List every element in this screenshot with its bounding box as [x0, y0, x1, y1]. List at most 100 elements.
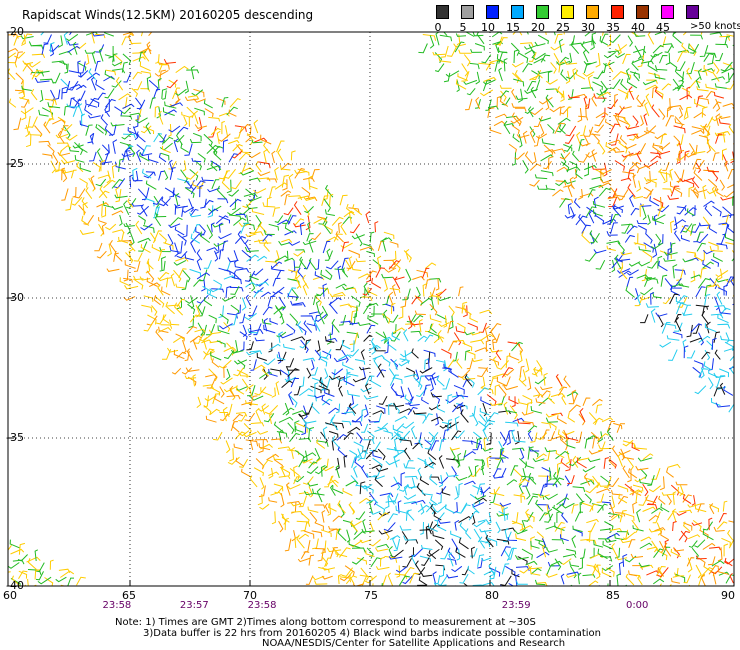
wind-barb [341, 420, 352, 426]
wind-barb [579, 407, 586, 422]
wind-barb [525, 508, 531, 521]
wind-barb [374, 476, 383, 488]
wind-barb [555, 450, 565, 459]
wind-barb [314, 271, 323, 279]
wind-barb [701, 106, 708, 118]
wind-barb [234, 359, 248, 365]
wind-barb [20, 34, 26, 46]
wind-barb [258, 239, 272, 244]
wind-barb [518, 483, 524, 495]
wind-barb [158, 110, 164, 125]
wind-barb [211, 179, 220, 190]
wind-barb [544, 483, 558, 488]
lon-label: 85 [606, 589, 620, 602]
wind-barb [293, 476, 302, 485]
wind-barb [652, 291, 662, 299]
wind-barb [172, 190, 181, 198]
wind-barb [364, 575, 378, 584]
wind-barb [712, 571, 717, 585]
wind-barb [703, 123, 711, 136]
wind-barb [571, 150, 579, 162]
wind-barb [421, 489, 434, 496]
wind-barb [365, 270, 377, 280]
wind-barb [556, 511, 561, 523]
wind-barb [308, 554, 315, 566]
wind-barb [651, 507, 663, 514]
wind-barb [250, 422, 265, 427]
wind-barb [417, 584, 427, 586]
wind-barb [201, 176, 214, 182]
wind-barb [210, 222, 215, 233]
wind-barb [347, 390, 360, 397]
wind-barb [314, 522, 324, 531]
wind-barb [578, 558, 583, 570]
wind-barb [154, 105, 159, 118]
wind-barb [28, 131, 43, 136]
wind-barb [617, 241, 625, 254]
wind-barb [288, 241, 301, 246]
wind-barb [160, 324, 173, 329]
wind-barb [182, 206, 195, 214]
wind-barb [346, 529, 351, 543]
wind-barb [462, 342, 473, 351]
wind-barb [303, 540, 311, 553]
wind-barb [717, 287, 727, 296]
wind-barb [546, 548, 558, 553]
wind-barb [716, 233, 726, 245]
wind-barb [474, 465, 479, 477]
wind-barb [380, 336, 393, 342]
wind-barb [369, 539, 381, 547]
wind-barb [636, 180, 642, 192]
wind-barb [432, 530, 445, 540]
wind-barb [534, 579, 546, 586]
wind-barb [466, 351, 476, 360]
wind-barb [115, 189, 122, 203]
wind-barb [426, 548, 440, 557]
wind-barb [399, 525, 412, 531]
wind-barb [344, 411, 356, 416]
wind-barb [683, 345, 689, 359]
wind-barb [471, 358, 483, 363]
wind-barb [295, 274, 302, 289]
wind-barb [455, 476, 468, 481]
wind-barb [230, 349, 244, 354]
wind-barb [245, 281, 257, 288]
wind-barb [206, 289, 218, 299]
wind-barb [676, 295, 688, 305]
wind-barb [524, 107, 535, 114]
wind-barb [652, 44, 664, 54]
wind-barb [52, 72, 61, 84]
wind-barb [72, 97, 80, 108]
wind-barb [424, 459, 435, 469]
wind-barb [206, 224, 214, 240]
wind-barb [529, 568, 541, 576]
wind-barb [584, 126, 594, 137]
wind-barb [245, 135, 257, 143]
wind-barb [658, 495, 666, 505]
wind-barb [676, 152, 681, 164]
wind-barb [410, 330, 422, 336]
wind-barb [385, 500, 397, 504]
wind-barb [29, 61, 41, 68]
wind-barb [243, 222, 256, 231]
wind-barb [674, 322, 683, 332]
wind-barb [302, 274, 309, 289]
wind-barb [618, 493, 628, 504]
wind-barb [216, 130, 221, 144]
wind-barb [595, 111, 609, 119]
wind-barb [648, 485, 662, 493]
wind-barb [111, 205, 124, 210]
wind-barb [659, 341, 672, 348]
wind-barb [575, 215, 588, 226]
wind-barb [449, 447, 460, 451]
wind-barb [347, 403, 359, 411]
wind-barb [557, 386, 568, 396]
wind-barb [155, 314, 167, 325]
wind-barb [706, 340, 714, 350]
map-title: Rapidscat Winds(12.5KM) 20160205 descend… [22, 8, 314, 22]
wind-barb [657, 314, 664, 328]
wind-barb [545, 88, 559, 93]
wind-barb [552, 467, 561, 480]
wind-barb [434, 504, 447, 513]
wind-barb [301, 187, 311, 198]
